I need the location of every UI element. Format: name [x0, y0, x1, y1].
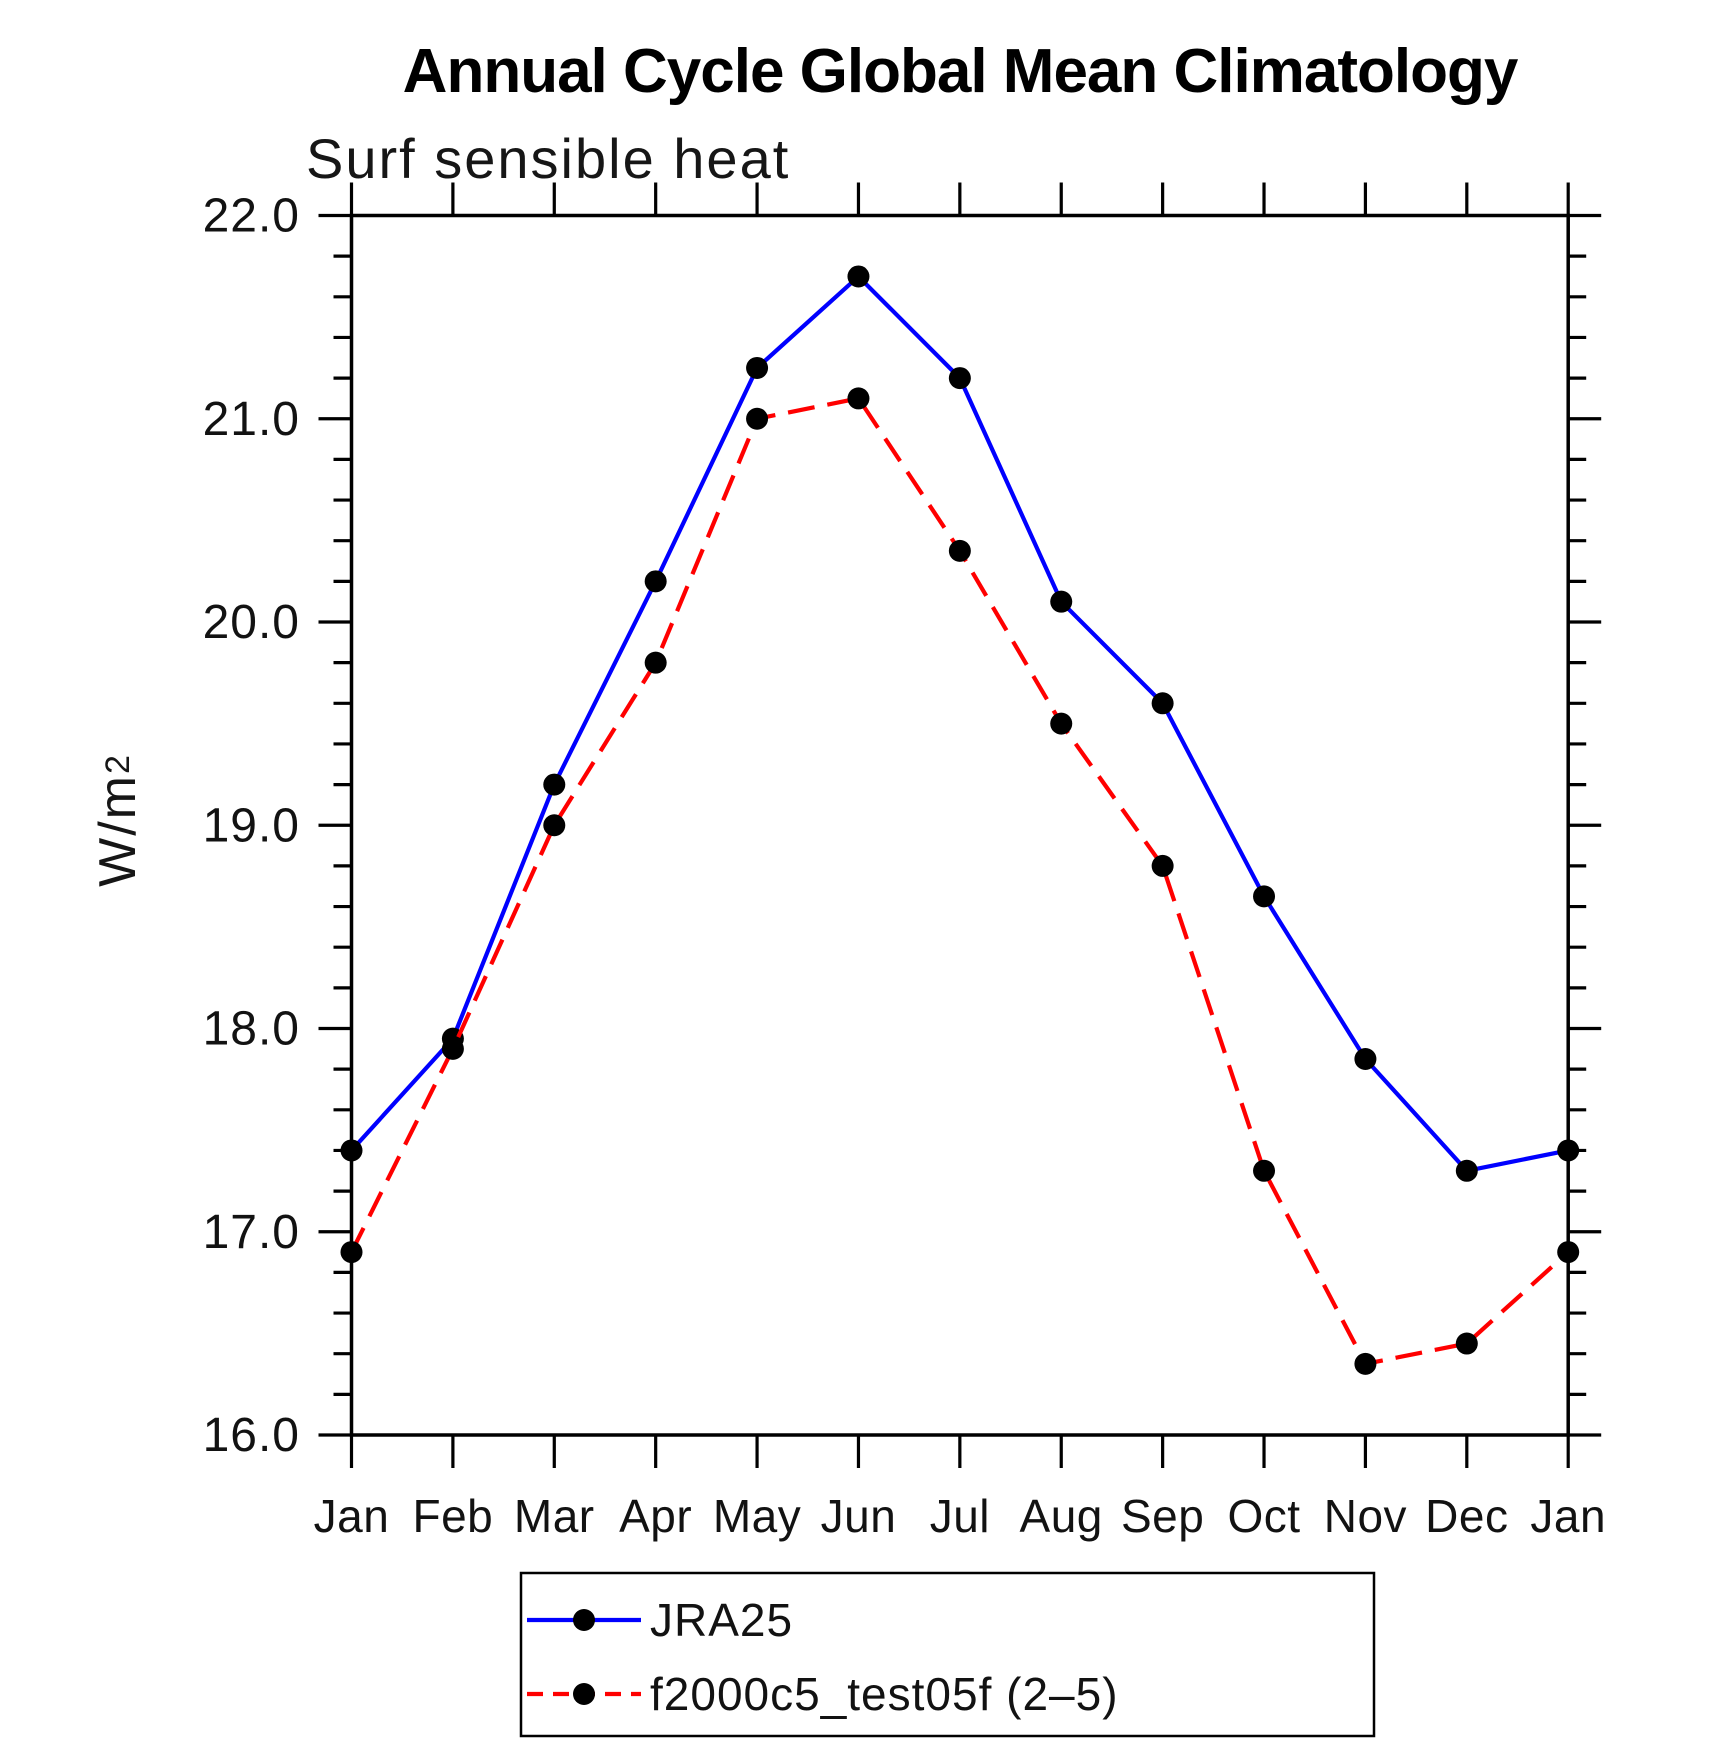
data-point-marker [1253, 1159, 1276, 1182]
month-label: Jan [314, 1490, 390, 1542]
month-label: Jul [930, 1490, 990, 1542]
month-label: Feb [413, 1490, 494, 1542]
data-point-marker [644, 651, 667, 674]
month-label: Jun [821, 1490, 897, 1542]
month-label: Dec [1425, 1490, 1508, 1542]
legend-box [519, 1571, 1376, 1738]
data-point-marker [948, 539, 971, 562]
y-tick-label: 17.0 [203, 1206, 300, 1259]
data-point-marker [1455, 1332, 1478, 1355]
chart-title: Annual Cycle Global Mean Climatology [402, 37, 1519, 106]
data-point-marker [543, 773, 566, 796]
y-tick-label: 20.0 [203, 596, 300, 649]
data-point-marker [746, 356, 769, 379]
data-point-marker [644, 570, 667, 593]
data-point-marker [1151, 854, 1174, 877]
y-tick-label: 19.0 [203, 799, 300, 852]
data-point-marker [1050, 712, 1073, 735]
month-label: May [713, 1490, 801, 1542]
data-point-marker [441, 1037, 464, 1060]
plot-box [349, 213, 1570, 1437]
chart-subtitle: Surf sensible heat [306, 127, 791, 190]
month-label: Mar [514, 1490, 595, 1542]
data-point-marker [1354, 1047, 1377, 1070]
data-point-marker [1557, 1139, 1580, 1162]
month-label: Apr [619, 1490, 692, 1542]
month-label: Sep [1121, 1490, 1204, 1542]
legend-label: JRA25 [650, 1594, 793, 1646]
series-line-jra25 [349, 273, 1569, 1174]
month-label: Oct [1227, 1490, 1300, 1542]
data-point-marker [847, 265, 870, 288]
month-label: Jan [1530, 1490, 1606, 1542]
y-tick-label: 22.0 [203, 190, 300, 243]
data-point-marker [1557, 1241, 1580, 1264]
data-point-marker [746, 407, 769, 430]
data-point-marker [340, 1139, 363, 1162]
month-label: Aug [1020, 1490, 1103, 1542]
data-point-marker [1151, 692, 1174, 715]
data-point-marker [948, 367, 971, 390]
data-point-marker [1455, 1159, 1478, 1182]
legend-sample-marker [573, 1683, 595, 1705]
y-tick-label: 16.0 [203, 1409, 300, 1462]
y-tick-label: 18.0 [203, 1003, 300, 1056]
legend-sample-marker [573, 1609, 595, 1631]
data-point-marker [340, 1241, 363, 1264]
legend-label: f2000c5_test05f (2–5) [650, 1668, 1119, 1720]
data-point-marker [1354, 1352, 1377, 1375]
data-point-marker [543, 814, 566, 837]
month-label: Nov [1324, 1490, 1407, 1542]
data-point-marker [1253, 885, 1276, 908]
data-point-marker [847, 387, 870, 410]
y-tick-label: 21.0 [203, 393, 300, 446]
data-point-marker [1050, 590, 1073, 613]
